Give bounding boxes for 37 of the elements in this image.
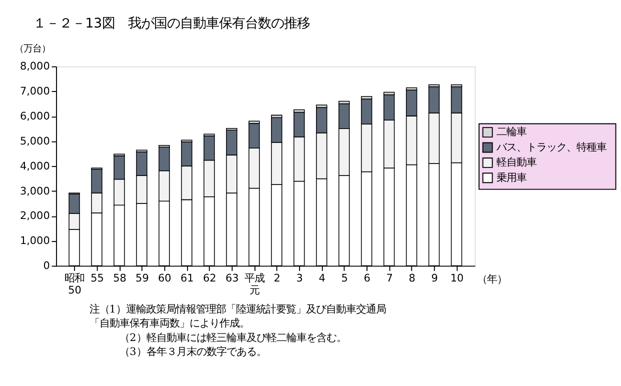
x-tick-label: 6 (364, 272, 370, 284)
y-axis-title: （万台） (14, 44, 51, 55)
y-tick-label: 1,000 (20, 235, 50, 248)
x-tick-label: 昭和50 (64, 272, 85, 297)
text: 注（1）運輸政策局情報管理部「陸運統計要覧」及び自動車交通局「自動車保有車両数」により作成。 (89, 303, 386, 330)
legend-label: 軽自動車 (496, 156, 537, 169)
x-tick-label: 58 (113, 272, 126, 284)
x-tick-label: 10 (450, 272, 464, 284)
x-tick-label: 59 (136, 272, 149, 284)
x-tick-label: 8 (408, 272, 416, 284)
x-tick-label: 60 (158, 272, 172, 284)
legend-label: 乗用車 (496, 172, 527, 184)
chart-title: １－２－13図 我が国の自動車保有台数の推移 (33, 16, 310, 32)
x-axis-title: （年） (477, 273, 508, 286)
y-tick-label: 8,000 (20, 60, 50, 73)
x-tick-label: 62 (203, 272, 216, 284)
text: （3）各年３月末の数字である。 (120, 346, 266, 358)
x-tick-label: 2 (274, 272, 280, 284)
x-tick-label: 平成元 (244, 272, 265, 297)
y-tick-label: 2,000 (20, 210, 50, 222)
x-tick-label: 63 (225, 272, 239, 284)
text: （2）軽自動車には軽三輪車及び軽二輪車を含む。 (120, 332, 346, 344)
x-tick-label: 5 (341, 272, 348, 284)
x-tick-label: 3 (296, 272, 303, 284)
y-tick-label: 6,000 (20, 110, 50, 123)
legend-label: 二輪車 (496, 126, 527, 138)
x-tick-label: 9 (431, 272, 438, 284)
y-tick-label: 5,000 (20, 135, 50, 148)
legend-label: バス、トラック、特種車 (496, 141, 607, 154)
y-tick-label: 7,000 (20, 86, 50, 98)
y-tick-label: 0 (43, 260, 50, 272)
y-tick-label: 3,000 (20, 185, 50, 198)
x-tick-label: 4 (318, 272, 326, 284)
y-tick-label: 4,000 (20, 160, 50, 172)
x-tick-label: 55 (90, 272, 104, 284)
x-tick-label: 61 (180, 272, 194, 284)
x-tick-label: 7 (386, 272, 393, 284)
